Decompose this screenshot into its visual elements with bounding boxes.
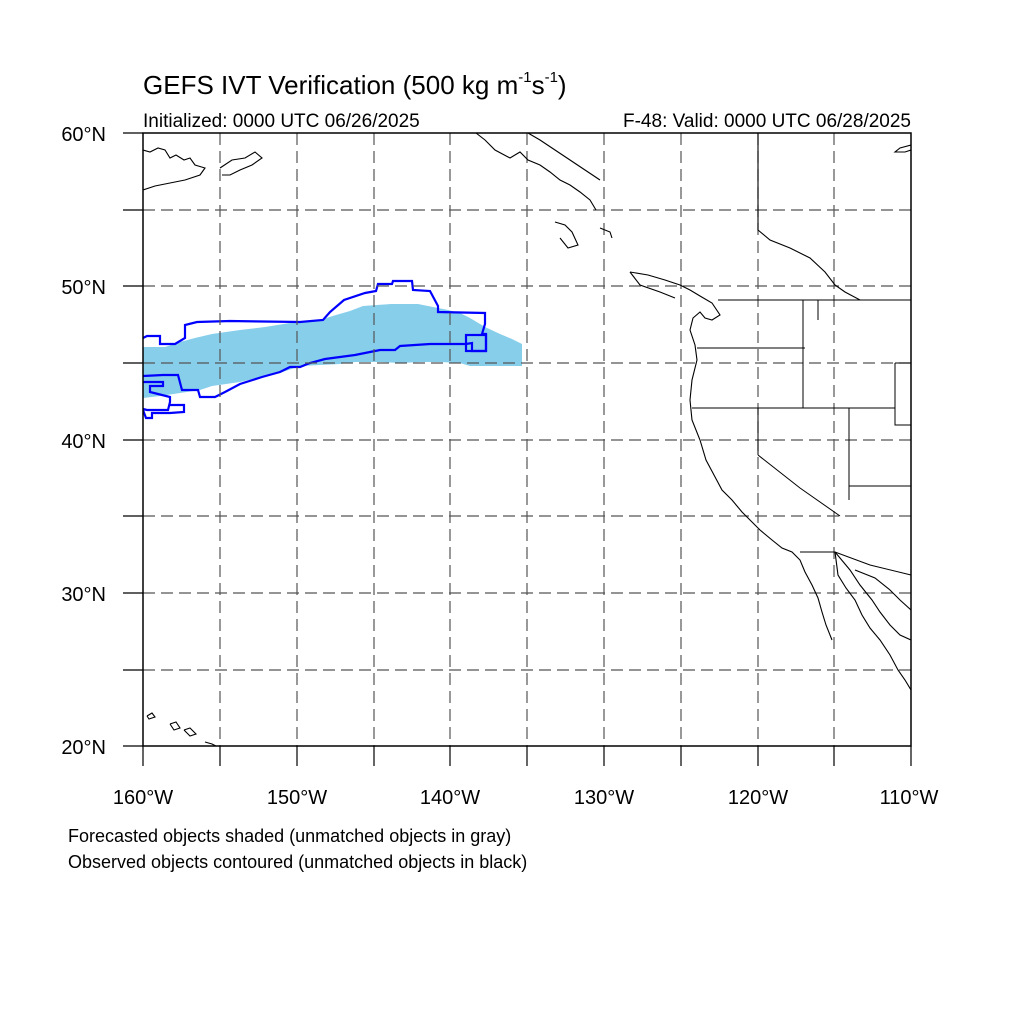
lat-label-40: 40°N	[61, 431, 106, 453]
lat-label-30: 30°N	[61, 584, 106, 606]
lon-label-150w: 150°W	[267, 787, 327, 809]
lat-label-60: 60°N	[61, 124, 106, 146]
coastlines	[143, 133, 911, 746]
forecast-object	[143, 304, 522, 398]
axis-ticks	[123, 132, 912, 766]
map-title: GEFS IVT Verification (500 kg m-1s-1)	[143, 69, 567, 100]
initialized-time: Initialized: 0000 UTC 06/26/2025	[143, 111, 420, 132]
lon-label-130w: 130°W	[574, 787, 634, 809]
lon-label-110w: 110°W	[880, 787, 939, 809]
grid-lines	[143, 133, 911, 746]
lat-label-50: 50°N	[61, 277, 106, 299]
latitude-labels: 60°N 50°N 40°N 30°N 20°N	[61, 124, 106, 759]
observed-contour-inner	[143, 380, 172, 412]
lon-label-140w: 140°W	[420, 787, 480, 809]
legend-observed-note: Observed objects contoured (unmatched ob…	[68, 852, 528, 872]
lat-label-20: 20°N	[61, 737, 106, 759]
longitude-labels: 160°W 150°W 140°W 130°W 120°W 110°W	[113, 787, 939, 809]
observed-contour-tail	[143, 403, 186, 420]
observed-contour-box	[464, 333, 488, 353]
lon-label-120w: 120°W	[728, 787, 788, 809]
observed-object-contours	[143, 279, 488, 420]
legend-forecast-note: Forecasted objects shaded (unmatched obj…	[68, 826, 512, 846]
lon-label-160w: 160°W	[113, 787, 173, 809]
valid-time: F-48: Valid: 0000 UTC 06/28/2025	[623, 111, 911, 132]
political-borders	[692, 299, 912, 576]
forecast-object-shading	[143, 304, 522, 398]
